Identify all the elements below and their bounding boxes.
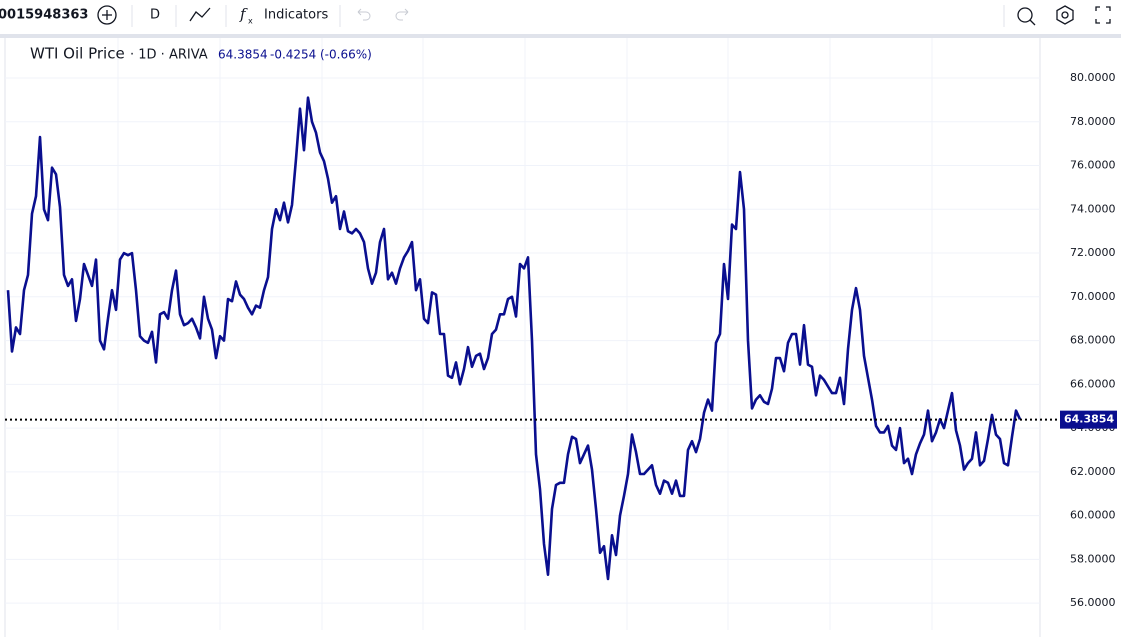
settings-button-center[interactable]	[1061, 11, 1069, 19]
y-tick-label: 60.0000	[1070, 509, 1116, 522]
y-tick-label: 78.0000	[1070, 115, 1116, 128]
add-symbol-button[interactable]	[97, 5, 117, 25]
fx-icon[interactable]: f	[239, 5, 248, 23]
y-tick-label: 76.0000	[1070, 159, 1116, 172]
header-change-percent: (-0.66%)	[320, 48, 372, 62]
plot: 64.3854	[5, 96, 1117, 581]
alert-button[interactable]	[1017, 7, 1036, 26]
price-line	[6, 96, 1022, 581]
redo-button[interactable]	[395, 8, 409, 21]
header-change: -0.4254	[270, 48, 316, 62]
settings-button[interactable]	[1056, 5, 1074, 25]
y-tick-label: 68.0000	[1070, 334, 1116, 347]
y-tick-label: 70.0000	[1070, 290, 1116, 303]
y-tick-label: 80.0000	[1070, 71, 1116, 84]
chart-style-button[interactable]	[189, 7, 211, 22]
y-tick-label: 74.0000	[1070, 202, 1116, 215]
header-last-value: 64.3854	[218, 48, 268, 62]
y-tick-label: 58.0000	[1070, 552, 1116, 565]
y-tick-label: 56.0000	[1070, 596, 1116, 609]
chart-subtitle: · 1D · ARIVA	[130, 48, 208, 63]
indicators-button[interactable]: Indicators	[264, 8, 328, 23]
y-tick-label: 72.0000	[1070, 246, 1116, 259]
toolbar-divider	[0, 34, 1121, 38]
fullscreen-button[interactable]	[1095, 6, 1111, 24]
toolbar	[0, 0, 1121, 34]
last-value-label: 64.3854	[1064, 413, 1114, 426]
y-tick-label: 62.0000	[1070, 465, 1116, 478]
fx-icon-sub[interactable]: x	[248, 17, 253, 26]
symbol[interactable]: 0015948363	[0, 8, 88, 23]
vertical-grid	[117, 38, 933, 630]
y-tick-label: 66.0000	[1070, 377, 1116, 390]
chart-title: WTI Oil Price	[30, 45, 125, 63]
undo-button[interactable]	[357, 8, 371, 21]
interval-button[interactable]: D	[150, 8, 160, 23]
last-value-badge	[1060, 410, 1117, 429]
grid: 56.000058.000060.000062.000064.000066.00…	[5, 71, 1116, 609]
